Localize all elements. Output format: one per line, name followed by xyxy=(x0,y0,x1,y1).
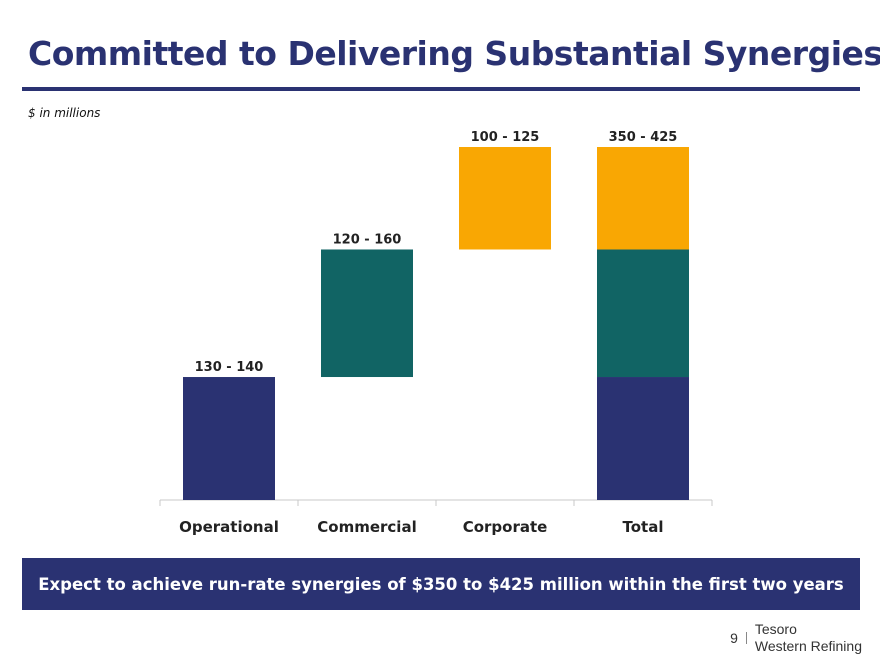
data-label-commercial: 120 - 160 xyxy=(333,232,402,247)
synergies-waterfall-chart: 130 - 140 120 - 160 100 - 125 350 - 425 Oper… xyxy=(159,130,713,536)
slide-title: Committed to Delivering Substantial Syne… xyxy=(28,34,880,73)
bar-total-segment-3 xyxy=(597,147,689,250)
data-label-corporate: 100 - 125 xyxy=(471,130,540,145)
company-brand: Tesoro Western Refining xyxy=(755,621,862,655)
x-tick-label-commercial: Commercial xyxy=(317,518,416,536)
units-subtitle: $ in millions xyxy=(28,106,101,120)
x-tick-label-corporate: Corporate xyxy=(463,518,548,536)
bar-operational xyxy=(183,377,275,500)
brand-line-1: Tesoro xyxy=(754,621,797,637)
data-label-operational: 130 - 140 xyxy=(195,360,264,375)
x-tick-label-total: Total xyxy=(623,518,664,536)
title-divider xyxy=(22,87,860,91)
bar-total-segment-2 xyxy=(597,249,689,378)
bar-corporate xyxy=(459,147,551,250)
footer: 9 Tesoro Western Refining xyxy=(730,620,862,656)
bar-commercial xyxy=(321,249,413,378)
x-tick-label-operational: Operational xyxy=(179,518,279,536)
data-label-total: 350 - 425 xyxy=(609,130,678,145)
summary-banner: Expect to achieve run-rate synergies of … xyxy=(22,558,860,610)
bar-total-segment-1 xyxy=(597,377,689,500)
brand-line-2: Western Refining xyxy=(754,638,862,654)
page-number: 9 xyxy=(730,630,738,646)
footer-divider xyxy=(745,632,747,644)
